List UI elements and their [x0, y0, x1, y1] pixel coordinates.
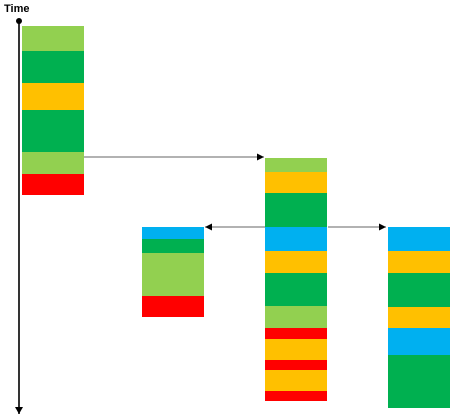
column-4-segment-blue [388, 328, 450, 355]
column-1-segment-light-green [22, 152, 84, 174]
column-4-segment-green [388, 355, 450, 408]
column-3-segment-amber [265, 370, 327, 391]
column-3-segment-amber [265, 339, 327, 360]
column-1-segment-green [22, 110, 84, 152]
column-3 [265, 158, 327, 401]
time-axis-label: Time [4, 3, 30, 15]
column-4 [388, 227, 450, 408]
column-4-segment-green [388, 273, 450, 307]
column-3-segment-blue [265, 227, 327, 251]
column-3-segment-red [265, 328, 327, 339]
column-3-segment-amber [265, 251, 327, 273]
column-1 [22, 26, 84, 195]
column-1-segment-red [22, 174, 84, 195]
column-3-segment-red [265, 360, 327, 370]
column-3-segment-green [265, 273, 327, 306]
column-1-segment-light-green [22, 26, 84, 51]
column-2-segment-red [142, 296, 204, 317]
column-1-segment-amber [22, 83, 84, 110]
column-2 [142, 227, 204, 317]
column-3-segment-red [265, 391, 327, 401]
column-1-segment-green [22, 51, 84, 83]
column-3-segment-green [265, 193, 327, 227]
column-3-segment-light-green [265, 158, 327, 172]
column-4-segment-amber [388, 307, 450, 328]
column-3-segment-light-green [265, 306, 327, 328]
column-4-segment-amber [388, 251, 450, 273]
column-2-segment-light-green [142, 253, 204, 296]
column-3-segment-amber [265, 172, 327, 193]
connectors [84, 153, 386, 231]
column-4-segment-blue [388, 227, 450, 251]
column-2-segment-blue [142, 227, 204, 239]
column-2-segment-green [142, 239, 204, 253]
time-axis [15, 18, 23, 414]
